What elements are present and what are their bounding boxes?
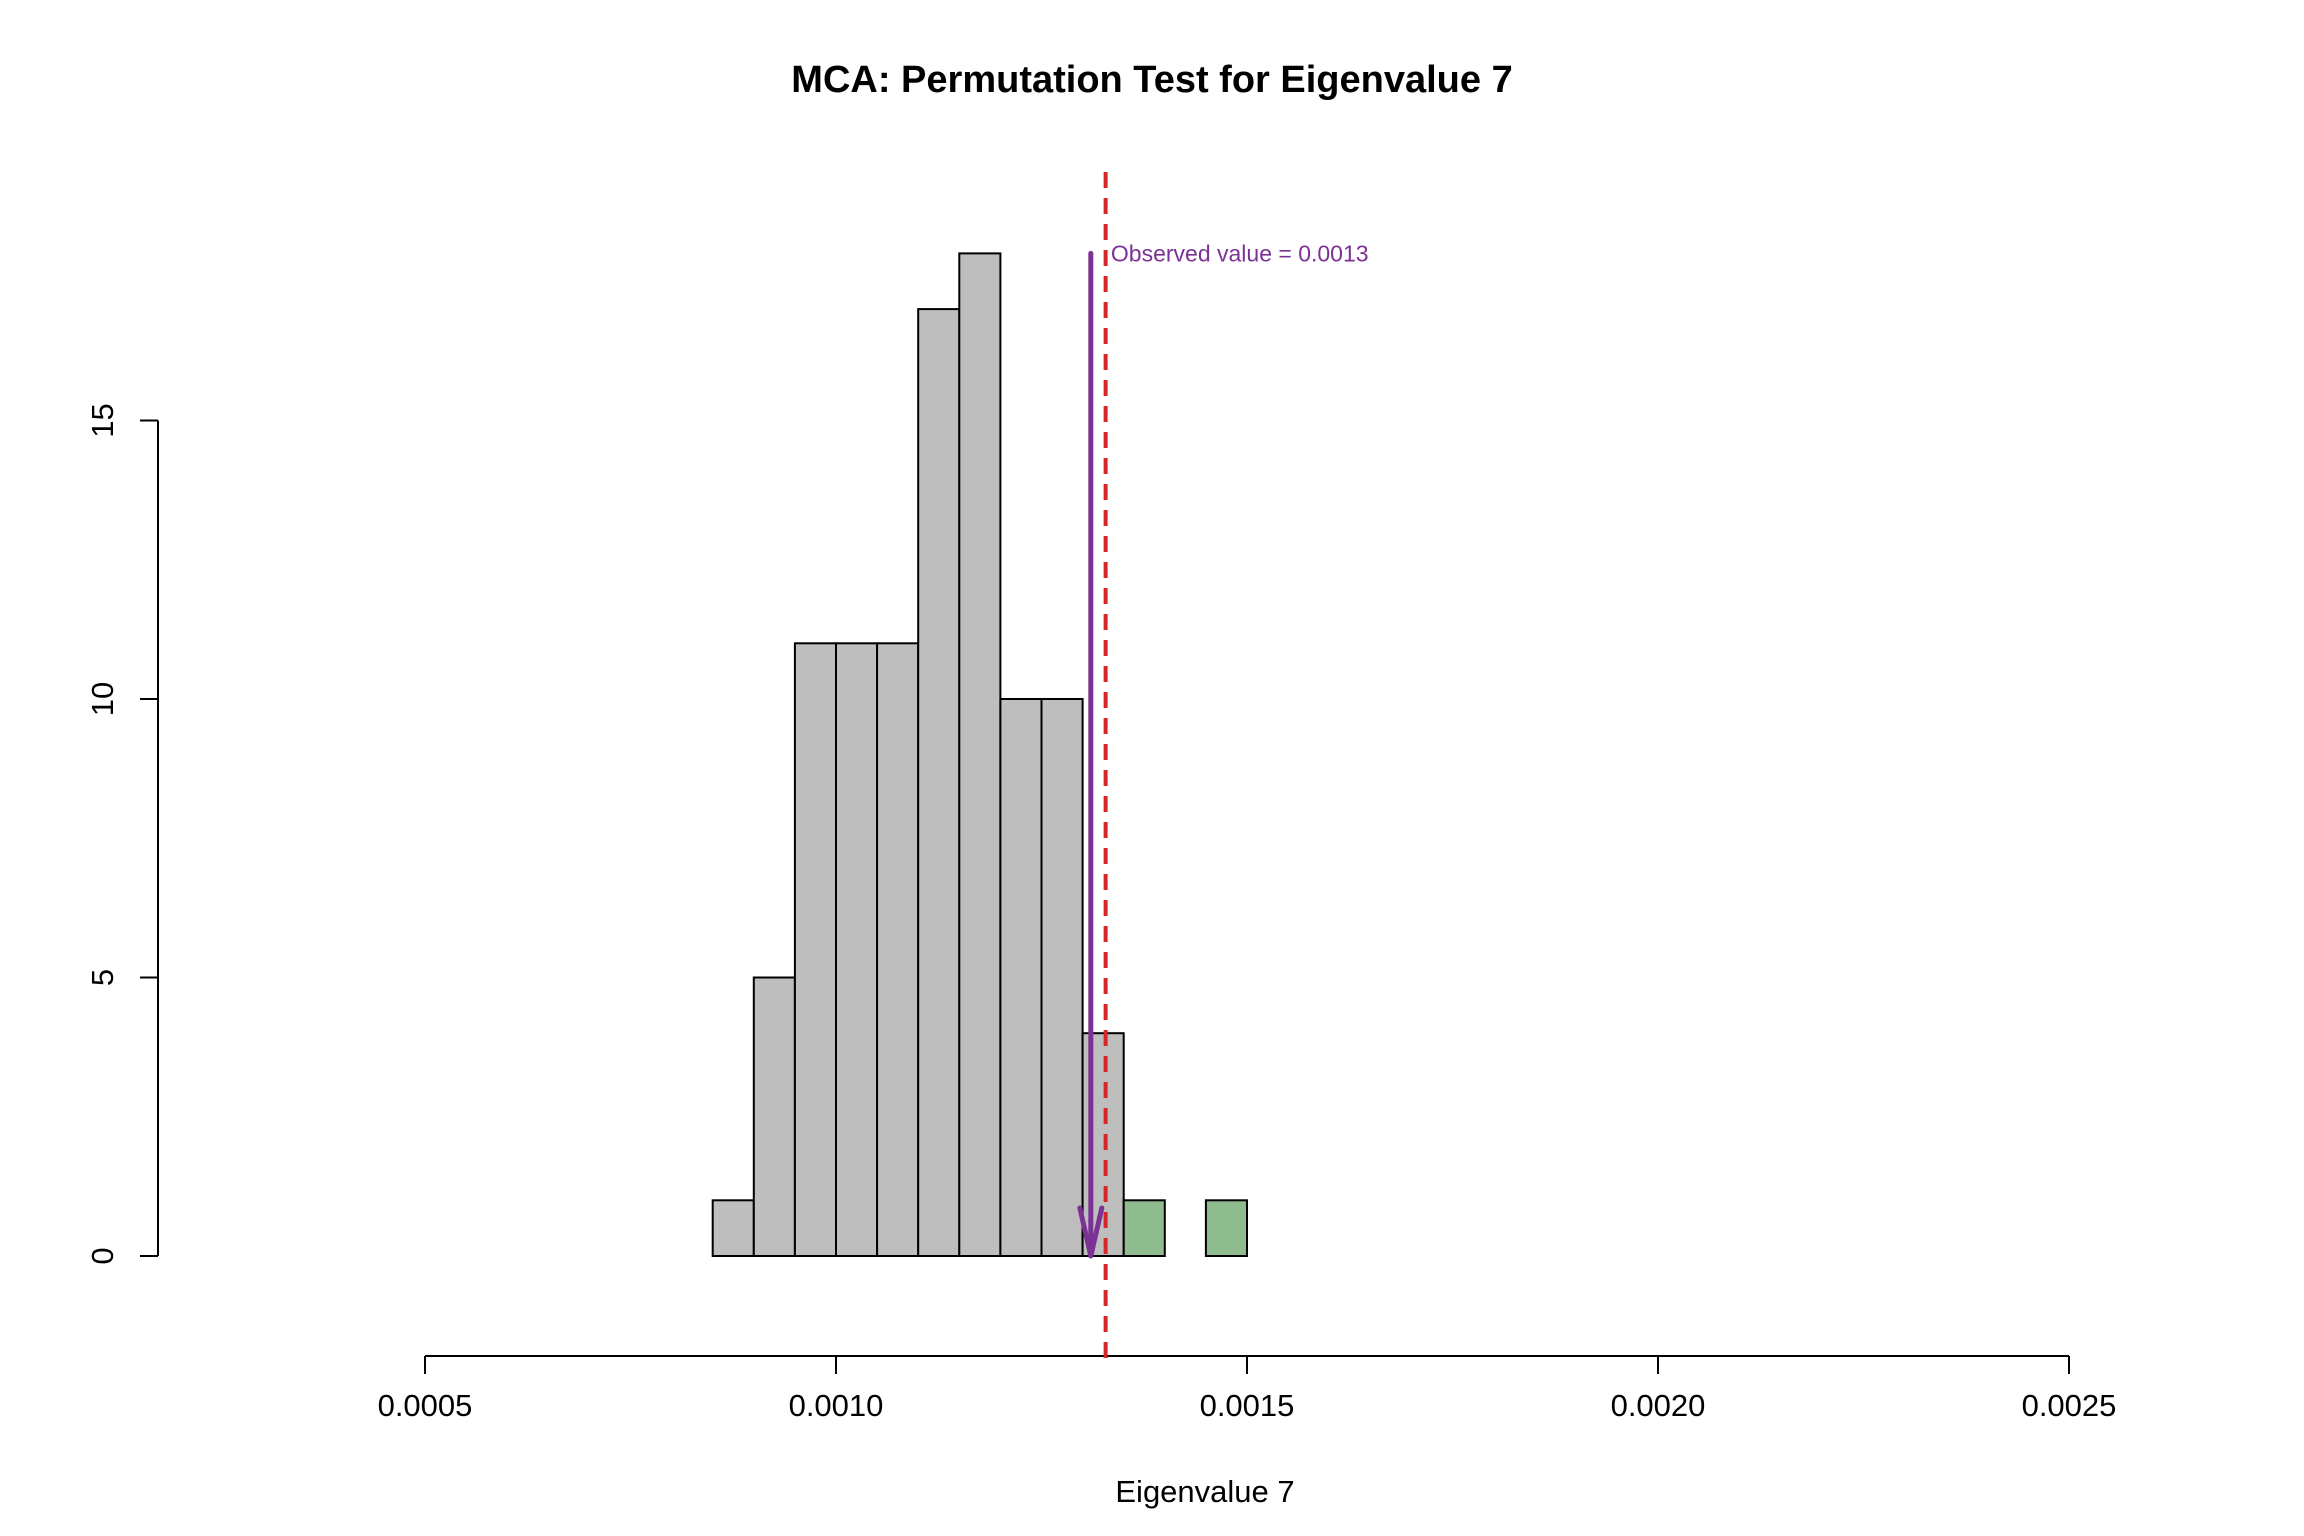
histogram-bar-4 [876, 642, 920, 1257]
histogram-bar-5 [917, 308, 961, 1258]
arrow-head [1077, 1205, 1105, 1259]
y-tick-label-3: 15 [85, 403, 120, 437]
y-tick-label-1: 5 [85, 969, 120, 986]
x-tick-label-4: 0.0025 [2022, 1388, 2117, 1423]
histogram-bar-6 [958, 252, 1002, 1257]
histogram-bar-12 [1204, 1199, 1249, 1258]
x-axis: 0.0005 0.0010 0.0015 0.0020 0.0025 [378, 1355, 2117, 1423]
histogram-bar-10 [1122, 1199, 1166, 1258]
x-tick-label-2: 0.0015 [1200, 1388, 1295, 1423]
histogram-bar-2 [793, 642, 838, 1257]
y-tick-label-2: 10 [85, 682, 120, 716]
x-axis-label: Eigenvalue 7 [1115, 1474, 1294, 1509]
x-tick-label-3: 0.0020 [1611, 1388, 1706, 1423]
histogram-bars [711, 252, 1249, 1258]
histogram-bar-1 [752, 976, 796, 1257]
histogram-bar-8 [1040, 698, 1084, 1257]
y-tick-label-0: 0 [85, 1247, 120, 1264]
x-tick-label-1: 0.0010 [789, 1388, 884, 1423]
histogram-bar-0 [711, 1199, 755, 1258]
observed-value-annotation: Observed value = 0.0013 [1111, 240, 1369, 266]
histogram-bar-3 [835, 642, 879, 1257]
x-tick-label-0: 0.0005 [378, 1388, 473, 1423]
chart-title: MCA: Permutation Test for Eigenvalue 7 [791, 59, 1512, 101]
observed-value-arrow [1077, 250, 1105, 1259]
histogram-bar-7 [999, 698, 1043, 1257]
y-axis: 0 5 10 15 [85, 403, 159, 1265]
